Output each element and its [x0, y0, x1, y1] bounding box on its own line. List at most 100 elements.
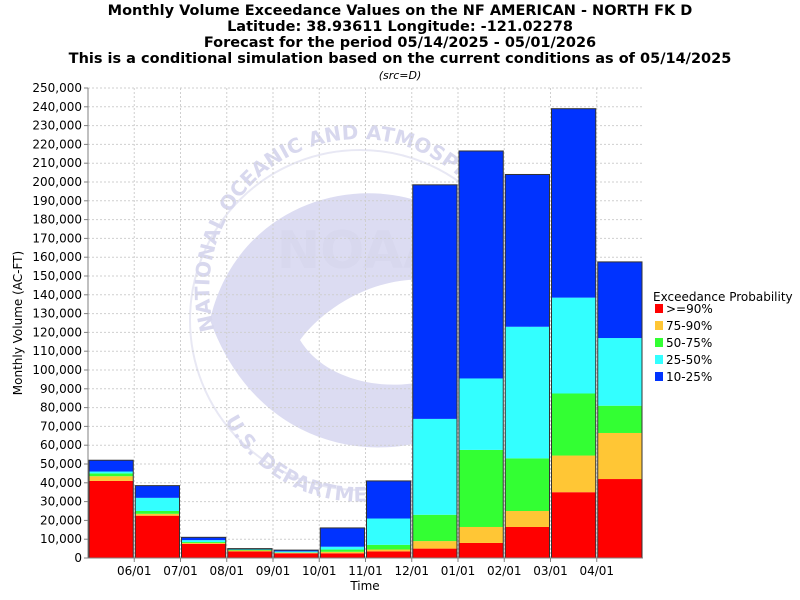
y-tick-label: 60,000	[40, 438, 82, 452]
y-tick-label: 150,000	[32, 269, 82, 283]
bar-segment	[135, 485, 180, 498]
y-tick-label: 20,000	[40, 513, 82, 527]
bar-segment	[366, 551, 411, 558]
bar-segment	[412, 418, 457, 515]
bar-segment	[320, 553, 365, 558]
legend-label: 10-25%	[666, 370, 712, 384]
y-tick-label: 0	[74, 551, 82, 565]
y-tick-label: 50,000	[40, 457, 82, 471]
y-tick-label: 100,000	[32, 363, 82, 377]
x-tick-label: 09/01	[256, 564, 291, 578]
legend-swatch	[655, 355, 663, 364]
legend-label: >=90%	[666, 302, 713, 316]
y-tick-label: 70,000	[40, 419, 82, 433]
bar-segment	[597, 405, 642, 433]
bar-segment	[89, 480, 134, 558]
y-tick-label: 170,000	[32, 231, 82, 245]
y-tick-label: 200,000	[32, 175, 82, 189]
legend-title: Exceedance Probability	[653, 290, 793, 304]
bar-segment	[412, 548, 457, 558]
x-tick-label: 04/01	[579, 564, 614, 578]
y-tick-label: 220,000	[32, 137, 82, 151]
bar-segment	[366, 518, 411, 545]
x-tick-label: 03/01	[533, 564, 568, 578]
chart-title-line-2: Latitude: 38.93611 Longitude: -121.02278	[227, 19, 573, 35]
bar-segment	[366, 480, 411, 519]
bar-segment	[505, 458, 550, 511]
bar-segment	[597, 432, 642, 480]
bar-segment	[274, 551, 319, 553]
bar-segment	[320, 551, 365, 554]
legend-label: 75-90%	[666, 319, 712, 333]
bar-segment	[412, 541, 457, 549]
y-tick-label: 90,000	[40, 382, 82, 396]
bar-segment	[459, 449, 504, 527]
bar-segment	[89, 460, 134, 472]
y-tick-label: 240,000	[32, 100, 82, 114]
bar-segment	[412, 184, 457, 419]
bar-segment	[459, 378, 504, 450]
x-tick-label: 01/01	[441, 564, 476, 578]
y-tick-label: 230,000	[32, 119, 82, 133]
legend-label: 50-75%	[666, 336, 712, 350]
y-axis-label: Monthly Volume (AC-FT)	[11, 251, 25, 395]
bar-segment	[274, 550, 319, 552]
y-tick-label: 130,000	[32, 307, 82, 321]
chart-titles: Monthly Volume Exceedance Values on the …	[69, 3, 732, 82]
bar-segment	[366, 549, 411, 552]
bar-segment	[459, 526, 504, 543]
bar-segment	[366, 544, 411, 550]
x-tick-label: 08/01	[209, 564, 244, 578]
x-tick-label: 07/01	[163, 564, 198, 578]
bar-segment	[89, 471, 134, 474]
bar-segment	[505, 511, 550, 527]
legend-swatch	[655, 338, 663, 347]
bar-segment	[551, 492, 596, 558]
y-tick-label: 190,000	[32, 194, 82, 208]
bar-segment	[505, 526, 550, 558]
bar-segment	[551, 455, 596, 493]
bar-segment	[459, 542, 504, 558]
bar-segment	[181, 542, 226, 544]
bar-segment	[274, 552, 319, 554]
bar-segment	[135, 511, 180, 514]
y-axis-ticks: 0 10,000 20,000 30,000 40,000 50,000 60,000 70,…	[32, 81, 88, 565]
legend-swatch	[655, 321, 663, 330]
bar-segment	[181, 540, 226, 543]
bar-segment	[320, 546, 365, 550]
legend-swatch	[655, 304, 663, 313]
bar-segment	[227, 550, 272, 552]
gridlines	[88, 87, 643, 559]
bar-segment	[181, 543, 226, 558]
bar-segment	[274, 553, 319, 558]
bars	[88, 108, 643, 559]
bar-segment	[597, 261, 642, 339]
x-axis-ticks: 06/01 07/01 08/01 09/01 10/01 11/01 12/01 01/01…	[117, 558, 614, 578]
y-tick-label: 180,000	[32, 213, 82, 227]
chart-title-line-4: This is a conditional simulation based o…	[69, 51, 732, 67]
x-axis-label: Time	[349, 579, 379, 593]
bar-segment	[459, 150, 504, 379]
y-tick-label: 140,000	[32, 288, 82, 302]
y-tick-label: 210,000	[32, 156, 82, 170]
x-tick-label: 02/01	[487, 564, 522, 578]
y-tick-label: 120,000	[32, 325, 82, 339]
x-tick-label: 12/01	[394, 564, 429, 578]
x-tick-label: 11/01	[348, 564, 383, 578]
y-tick-label: 30,000	[40, 495, 82, 509]
bar-segment	[320, 527, 365, 547]
y-tick-label: 80,000	[40, 401, 82, 415]
y-tick-label: 160,000	[32, 250, 82, 264]
bar-segment	[597, 338, 642, 406]
bar-segment	[412, 514, 457, 542]
y-tick-label: 40,000	[40, 476, 82, 490]
bar-segment	[181, 537, 226, 541]
plot-area	[88, 88, 643, 558]
bar-segment	[505, 174, 550, 327]
bar-segment	[551, 393, 596, 456]
legend-label: 25-50%	[666, 353, 712, 367]
x-tick-label: 06/01	[117, 564, 152, 578]
bar-segment	[89, 473, 134, 477]
bar-segment	[181, 542, 226, 543]
